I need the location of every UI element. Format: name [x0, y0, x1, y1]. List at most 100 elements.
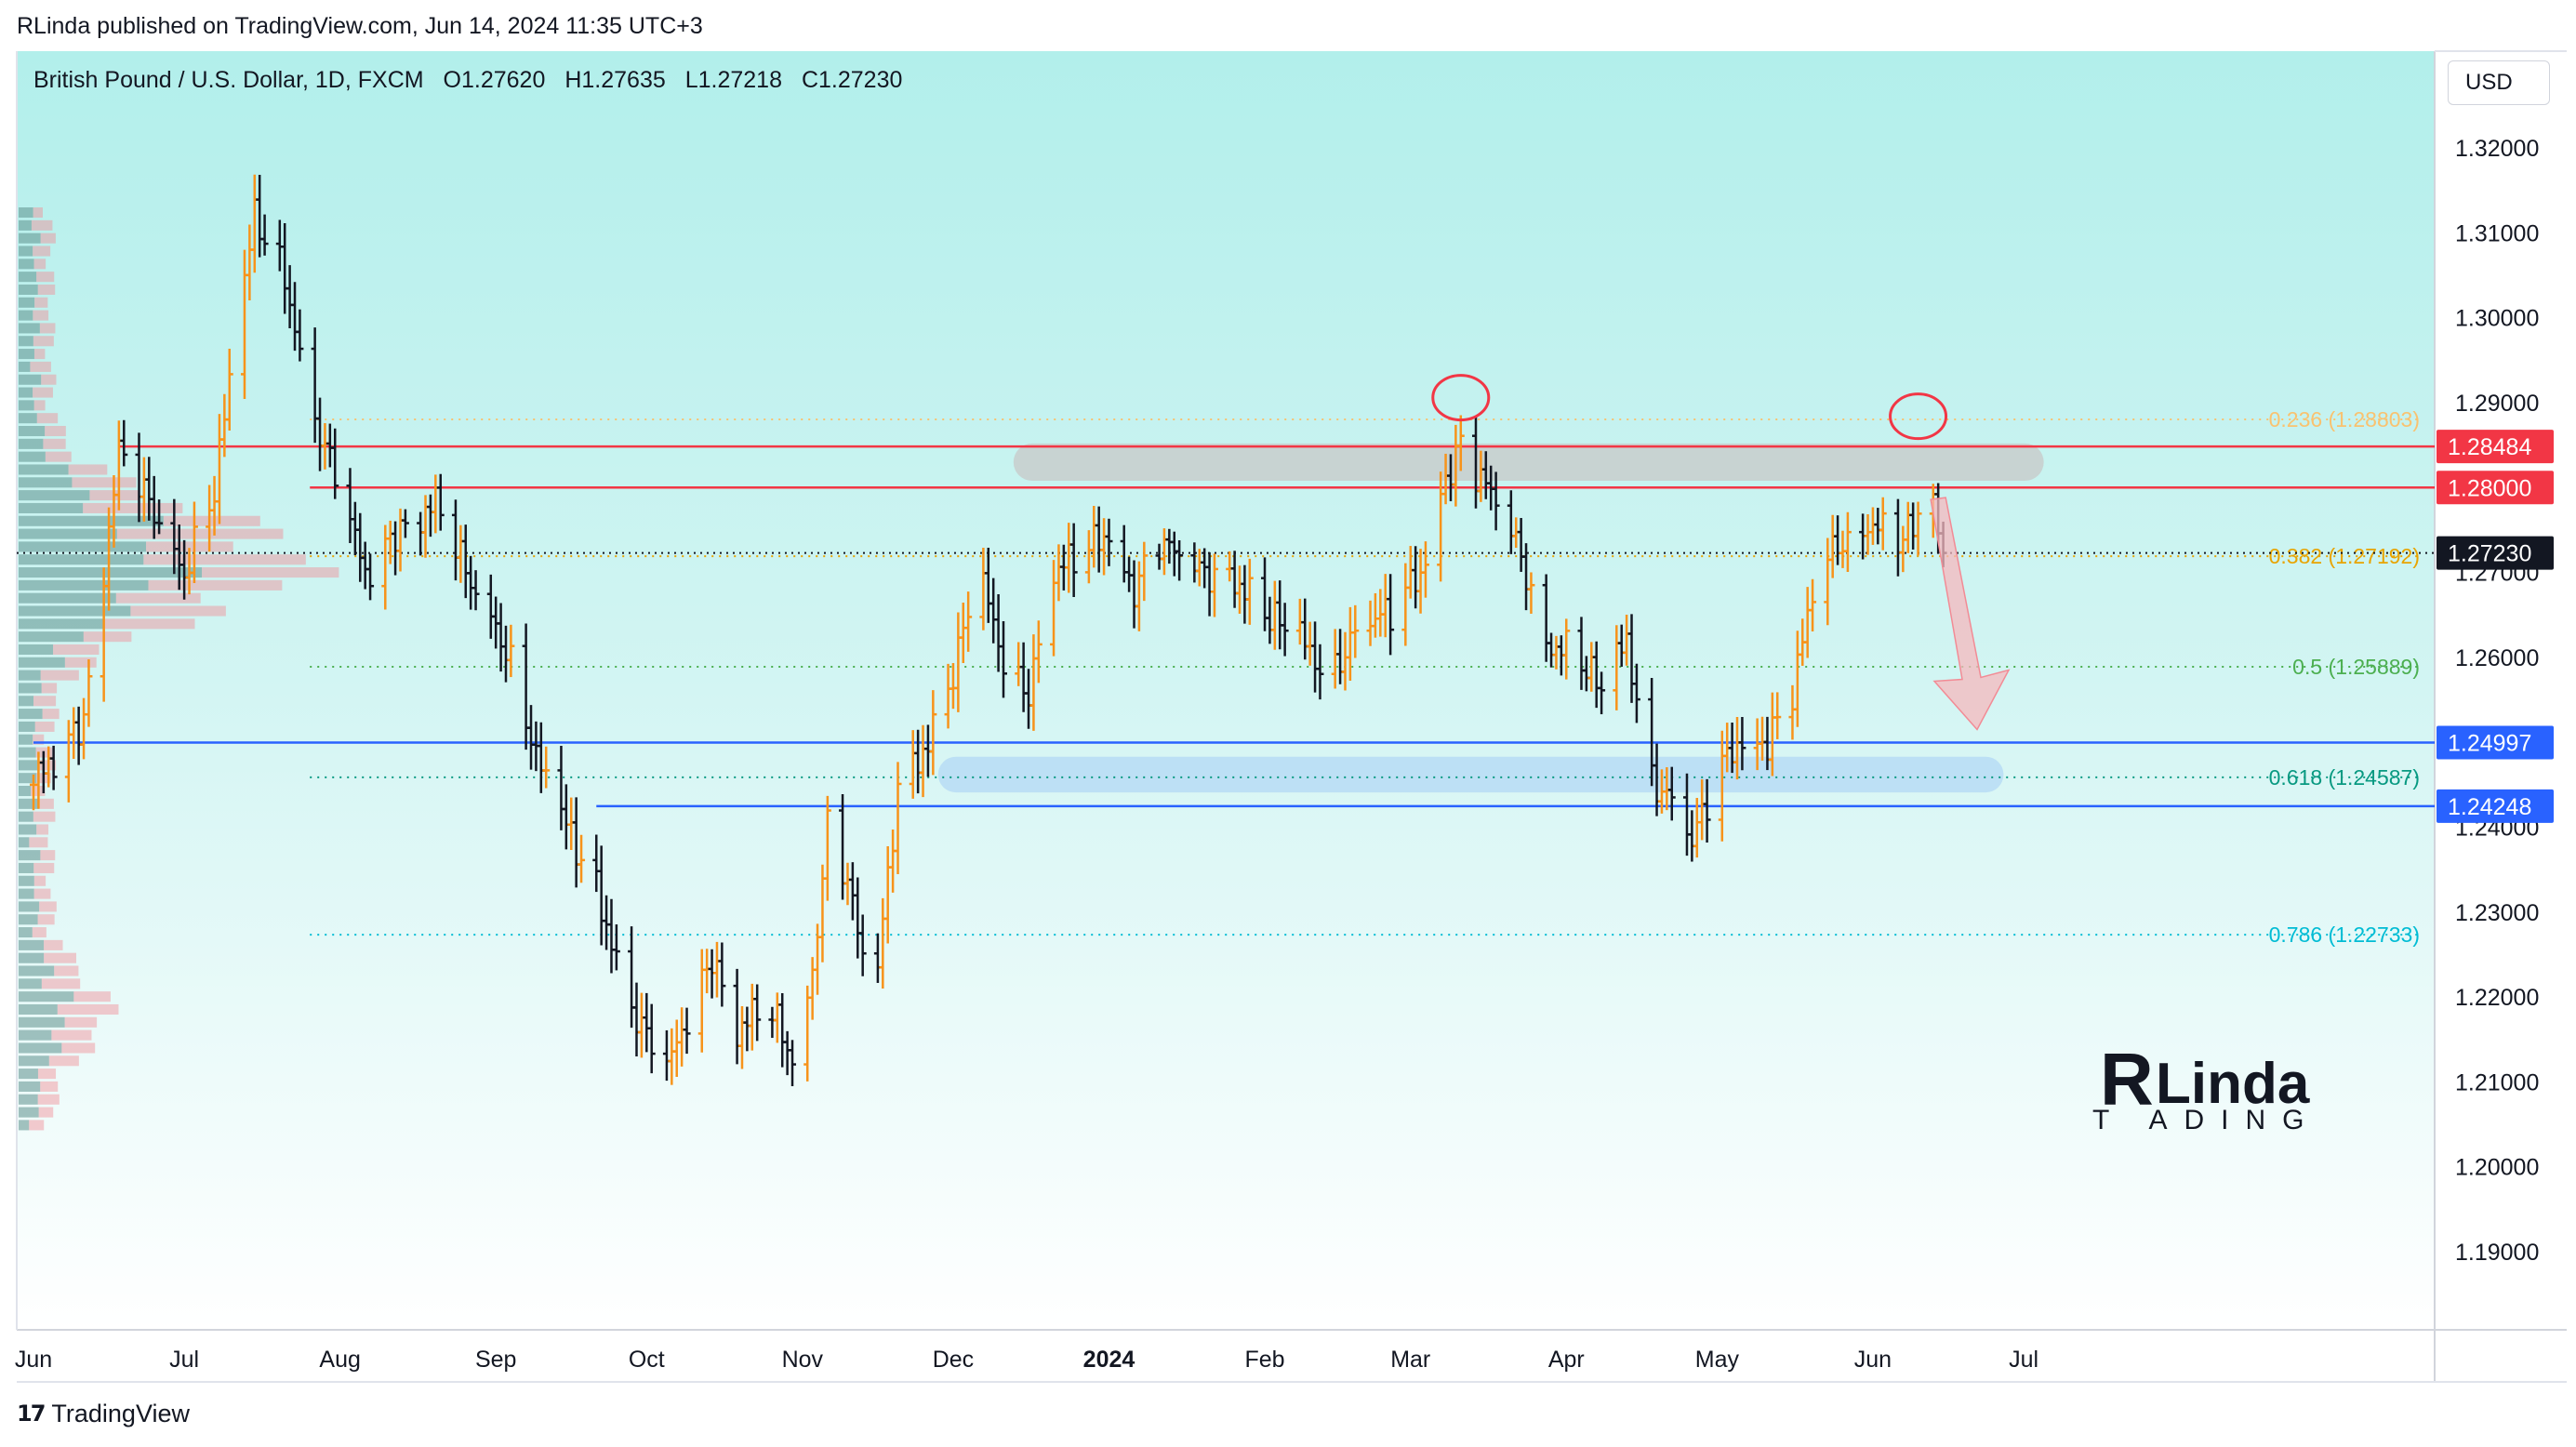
- ohlc-bar: [1366, 600, 1374, 646]
- ohlc-bar: [501, 625, 510, 683]
- ohlc-bar: [647, 1003, 656, 1074]
- volume-profile: [19, 207, 339, 1131]
- volume-profile-bar: [19, 1029, 52, 1041]
- volume-profile-bar: [30, 361, 51, 372]
- ohlc-bar: [612, 924, 620, 971]
- ohlc-bar: [537, 722, 545, 793]
- ohlc-bar: [366, 553, 375, 601]
- volume-profile-bar: [19, 567, 203, 578]
- ohlc-bar: [1401, 563, 1410, 646]
- ohlc-bar: [1266, 596, 1274, 644]
- volume-profile-bar: [19, 696, 34, 707]
- ohlc-bar: [592, 834, 601, 893]
- ohlc-bar: [120, 419, 128, 467]
- ohlc-bar: [1688, 810, 1696, 862]
- ohlc-bar: [542, 746, 551, 789]
- ohlc-bar: [683, 1007, 691, 1055]
- volume-profile-bar: [19, 1055, 49, 1067]
- ohlc-bar: [753, 984, 762, 1042]
- ohlc-bar: [768, 1006, 777, 1039]
- volume-profile-bar: [33, 875, 46, 886]
- ohlc-bar: [1788, 684, 1797, 740]
- ohlc-bar: [1105, 518, 1113, 566]
- ohlc-bar: [597, 845, 605, 946]
- volume-profile-bar: [19, 991, 74, 1002]
- ohlc-bar: [1738, 716, 1746, 771]
- ohlc-bar: [1421, 541, 1429, 598]
- ohlc-bar: [1582, 656, 1590, 692]
- ohlc-bar: [712, 941, 721, 998]
- volume-profile-bar: [19, 875, 34, 886]
- y-tick-label: 1.31000: [2455, 220, 2539, 246]
- volume-profile-bar: [19, 914, 38, 925]
- ohlc-bar: [74, 706, 83, 765]
- ohlc-bar: [1542, 574, 1550, 662]
- volume-profile-bar: [19, 413, 37, 424]
- ohlc-bar: [668, 1028, 676, 1085]
- ohlc-bar: [1376, 589, 1385, 637]
- x-tick-label: Sep: [475, 1347, 516, 1373]
- y-tick-label: 1.26000: [2455, 645, 2539, 671]
- ohlc-bar: [697, 949, 706, 1053]
- ohlc-bar: [567, 797, 576, 851]
- chart-plot-background[interactable]: [17, 51, 2435, 1330]
- ohlc-bar: [1416, 549, 1425, 614]
- volume-profile-bar: [40, 850, 56, 861]
- ohlc-bar: [1803, 587, 1812, 658]
- y-tick-label: 1.30000: [2455, 306, 2539, 332]
- ohlc-bar: [1000, 620, 1008, 698]
- ohlc-bar: [1759, 716, 1767, 761]
- x-tick-label: Feb: [1244, 1347, 1284, 1373]
- ohlc-bar: [296, 309, 304, 362]
- ohlc-bar: [1336, 629, 1345, 684]
- x-tick-label: Nov: [782, 1347, 824, 1373]
- ohlc-bar: [964, 591, 973, 652]
- volume-profile-bar: [19, 760, 38, 771]
- ohlc-bar: [281, 222, 289, 314]
- volume-profile-bar: [41, 683, 58, 694]
- volume-profile-bar: [163, 515, 260, 526]
- ohlc-bar: [1346, 606, 1354, 681]
- ohlc-bar: [386, 520, 394, 564]
- symbol-name[interactable]: British Pound / U.S. Dollar, 1D, FXCM: [33, 67, 424, 93]
- volume-profile-bar: [19, 965, 55, 976]
- ohlc-bar: [1387, 574, 1395, 656]
- x-tick-label: Jul: [2009, 1347, 2038, 1373]
- ohlc-bar: [578, 834, 586, 883]
- volume-profile-bar: [45, 451, 72, 462]
- y-tick-label: 1.23000: [2455, 900, 2539, 926]
- ohlc-bar: [1914, 501, 1922, 556]
- volume-profile-bar: [39, 798, 54, 809]
- volume-profile-bar: [72, 477, 137, 488]
- ohlc-bar: [1351, 604, 1360, 658]
- ohlc-bar: [1069, 523, 1078, 598]
- volume-profile-bar: [41, 978, 81, 989]
- volume-profile-bar: [36, 272, 55, 283]
- ohlc-bar: [285, 265, 294, 329]
- currency-button[interactable]: USD: [2448, 60, 2550, 105]
- volume-profile-bar: [40, 1081, 59, 1092]
- highlight-circle: [1431, 374, 1491, 422]
- price-label-text: 1.28484: [2448, 434, 2531, 460]
- ohlc-bar: [773, 992, 781, 1043]
- volume-profile-bar: [33, 349, 46, 360]
- ohlc-bar: [1270, 580, 1279, 650]
- ohlc-bar: [1165, 528, 1174, 564]
- ohlc-bar: [497, 603, 505, 672]
- ohlc-bar: [743, 1006, 751, 1052]
- volume-profile-bar: [40, 232, 56, 244]
- tradingview-brand[interactable]: 𝟭𝟳 TradingView: [17, 1400, 190, 1428]
- ohlc-bar: [1311, 621, 1320, 693]
- price-label-text: 1.28000: [2448, 475, 2531, 501]
- volume-profile-bar: [29, 837, 48, 848]
- volume-profile-bar: [19, 1069, 38, 1080]
- ohlc-bar: [1667, 766, 1676, 821]
- volume-profile-bar: [51, 1029, 92, 1041]
- ohlc-bar: [311, 327, 319, 444]
- volume-profile-bar: [19, 785, 32, 797]
- ohlc-bar: [467, 555, 475, 610]
- volume-profile-bar: [19, 631, 84, 643]
- volume-profile-bar: [68, 464, 108, 475]
- price-label-text: 1.27230: [2448, 541, 2531, 567]
